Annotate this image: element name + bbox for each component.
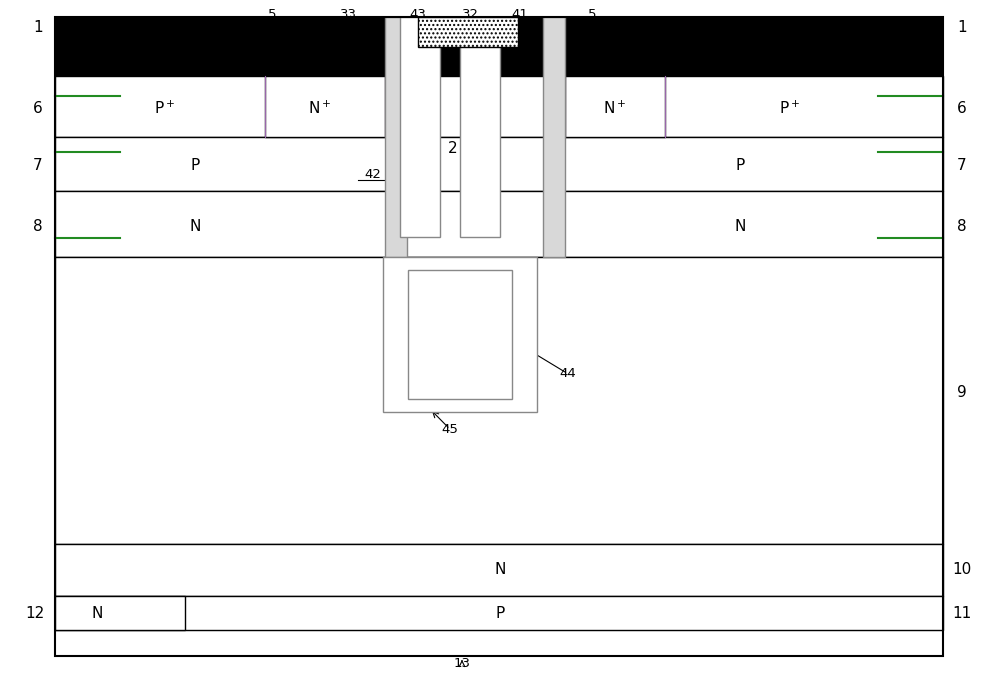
Text: 32: 32 (462, 8, 479, 22)
Text: 6: 6 (33, 101, 43, 116)
Bar (565, 76, 665, 137)
Bar (543, 17, 565, 257)
Text: P: P (735, 158, 745, 173)
Bar (55, 596, 943, 630)
Bar (408, 270, 512, 399)
Bar (383, 257, 537, 412)
Text: 1: 1 (957, 20, 967, 34)
Text: N$^-$: N$^-$ (488, 391, 512, 407)
Text: 42: 42 (365, 168, 381, 181)
Text: 5: 5 (268, 8, 276, 22)
Text: 5: 5 (588, 8, 596, 22)
Text: P$^+$: P$^+$ (154, 99, 176, 117)
Text: N: N (189, 219, 201, 234)
Text: 31: 31 (502, 352, 518, 365)
Text: 10: 10 (952, 562, 972, 577)
Bar (400, 17, 440, 237)
Text: 8: 8 (957, 219, 967, 234)
Text: 7: 7 (33, 158, 43, 173)
Bar (55, 257, 943, 544)
Text: N: N (734, 219, 746, 234)
Text: 33: 33 (340, 8, 356, 22)
Text: 11: 11 (952, 606, 972, 621)
Bar (55, 544, 943, 596)
Text: N: N (494, 562, 506, 577)
Text: 7: 7 (957, 158, 967, 173)
Text: N: N (91, 606, 103, 621)
Text: N$^+$: N$^+$ (308, 99, 332, 117)
Text: 9: 9 (957, 385, 967, 400)
Text: 6: 6 (957, 101, 967, 116)
Text: P: P (495, 606, 505, 621)
Text: 43: 43 (410, 8, 426, 22)
Bar (265, 76, 385, 137)
Bar (55, 137, 943, 191)
Text: P$^+$: P$^+$ (779, 99, 801, 117)
Text: N$^+$: N$^+$ (603, 99, 627, 117)
Text: 12: 12 (25, 606, 45, 621)
Bar (55, 596, 185, 630)
Text: 45: 45 (442, 422, 458, 436)
Bar (385, 17, 407, 257)
Bar (418, 17, 518, 47)
Bar (55, 191, 943, 257)
Text: 1: 1 (33, 20, 43, 34)
Text: 13: 13 (454, 657, 471, 671)
Text: 8: 8 (33, 219, 43, 234)
Text: 41: 41 (512, 8, 528, 22)
Bar (55, 17, 943, 656)
Bar (460, 17, 500, 237)
Text: 44: 44 (560, 367, 576, 381)
Text: P: P (190, 158, 200, 173)
Text: 2: 2 (448, 141, 458, 156)
Bar (55, 17, 943, 76)
Bar (55, 76, 943, 137)
